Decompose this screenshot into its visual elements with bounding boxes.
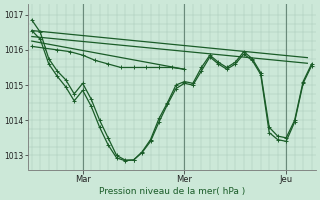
X-axis label: Pression niveau de la mer( hPa ): Pression niveau de la mer( hPa ) (99, 187, 245, 196)
